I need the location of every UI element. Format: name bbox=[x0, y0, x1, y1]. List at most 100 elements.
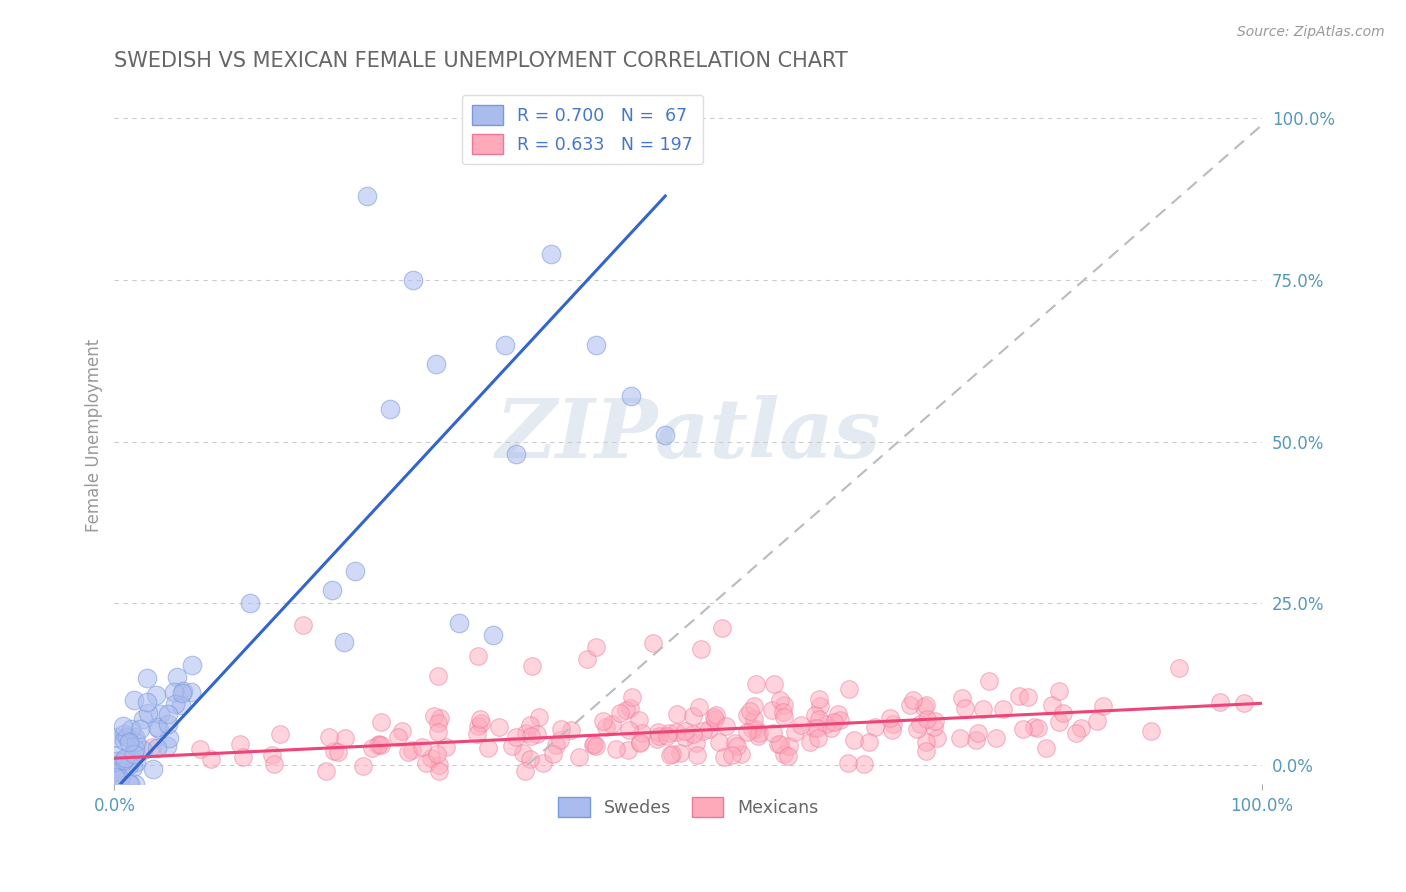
Point bbox=[550, 722, 572, 736]
Point bbox=[200, 752, 222, 766]
Point bbox=[1233, 697, 1256, 711]
Point bbox=[1167, 661, 1189, 675]
Point bbox=[915, 744, 938, 758]
Point bbox=[568, 750, 591, 764]
Point bbox=[396, 745, 419, 759]
Point bbox=[541, 747, 564, 762]
Y-axis label: Female Unemployment: Female Unemployment bbox=[86, 338, 103, 532]
Point bbox=[402, 273, 425, 287]
Point bbox=[879, 710, 901, 724]
Point bbox=[927, 731, 949, 745]
Point bbox=[685, 747, 707, 762]
Point bbox=[170, 698, 193, 712]
Point bbox=[772, 705, 794, 719]
Point bbox=[762, 726, 785, 740]
Point bbox=[467, 648, 489, 663]
Point bbox=[820, 721, 842, 735]
Point bbox=[837, 756, 859, 770]
Point bbox=[470, 715, 492, 730]
Point bbox=[1035, 740, 1057, 755]
Point bbox=[467, 718, 489, 732]
Point bbox=[425, 357, 447, 371]
Point bbox=[105, 777, 128, 791]
Point bbox=[118, 777, 141, 791]
Point bbox=[744, 698, 766, 713]
Point bbox=[352, 758, 374, 772]
Point bbox=[146, 741, 169, 756]
Point bbox=[614, 703, 637, 717]
Point bbox=[1022, 720, 1045, 734]
Point bbox=[118, 758, 141, 772]
Point bbox=[118, 735, 141, 749]
Point bbox=[263, 756, 285, 771]
Point bbox=[953, 700, 976, 714]
Point bbox=[124, 741, 146, 756]
Point bbox=[1070, 721, 1092, 735]
Point bbox=[706, 707, 728, 722]
Point bbox=[730, 747, 752, 761]
Point bbox=[910, 717, 932, 731]
Point bbox=[426, 747, 449, 761]
Point bbox=[769, 737, 792, 751]
Point bbox=[628, 735, 651, 749]
Point bbox=[628, 714, 651, 728]
Point bbox=[880, 723, 903, 737]
Point bbox=[1092, 699, 1115, 714]
Point bbox=[583, 737, 606, 751]
Point bbox=[112, 719, 135, 733]
Point bbox=[125, 756, 148, 770]
Point bbox=[228, 737, 250, 751]
Point bbox=[166, 670, 188, 684]
Point bbox=[145, 688, 167, 702]
Point bbox=[725, 739, 748, 753]
Point bbox=[617, 743, 640, 757]
Point bbox=[1008, 690, 1031, 704]
Point bbox=[136, 671, 159, 685]
Point bbox=[682, 727, 704, 741]
Point bbox=[232, 749, 254, 764]
Point bbox=[1026, 721, 1049, 735]
Point bbox=[600, 717, 623, 731]
Point bbox=[585, 337, 607, 351]
Point bbox=[124, 777, 146, 791]
Point bbox=[1052, 706, 1074, 720]
Point bbox=[806, 721, 828, 735]
Point bbox=[149, 706, 172, 721]
Point bbox=[905, 722, 928, 736]
Point bbox=[367, 739, 389, 753]
Point bbox=[901, 693, 924, 707]
Point bbox=[807, 692, 830, 706]
Point bbox=[1017, 690, 1039, 705]
Point bbox=[447, 615, 470, 630]
Point bbox=[924, 714, 946, 728]
Point bbox=[707, 735, 730, 749]
Point bbox=[540, 247, 562, 261]
Point bbox=[620, 389, 643, 403]
Point bbox=[142, 763, 165, 777]
Point bbox=[882, 717, 904, 731]
Point bbox=[181, 658, 204, 673]
Point bbox=[370, 714, 392, 729]
Point bbox=[427, 758, 450, 772]
Point bbox=[124, 730, 146, 744]
Point bbox=[949, 731, 972, 745]
Point bbox=[291, 618, 314, 632]
Point bbox=[763, 677, 786, 691]
Point bbox=[744, 712, 766, 726]
Point bbox=[657, 729, 679, 743]
Point bbox=[745, 676, 768, 690]
Point bbox=[501, 739, 523, 753]
Point bbox=[519, 717, 541, 731]
Point bbox=[520, 658, 543, 673]
Point bbox=[915, 712, 938, 726]
Point bbox=[912, 700, 935, 714]
Point bbox=[778, 739, 800, 753]
Point bbox=[356, 189, 378, 203]
Point bbox=[477, 741, 499, 756]
Point bbox=[665, 725, 688, 739]
Point bbox=[827, 707, 849, 722]
Point bbox=[156, 739, 179, 753]
Point bbox=[585, 640, 607, 654]
Point bbox=[333, 731, 356, 746]
Point bbox=[605, 742, 627, 756]
